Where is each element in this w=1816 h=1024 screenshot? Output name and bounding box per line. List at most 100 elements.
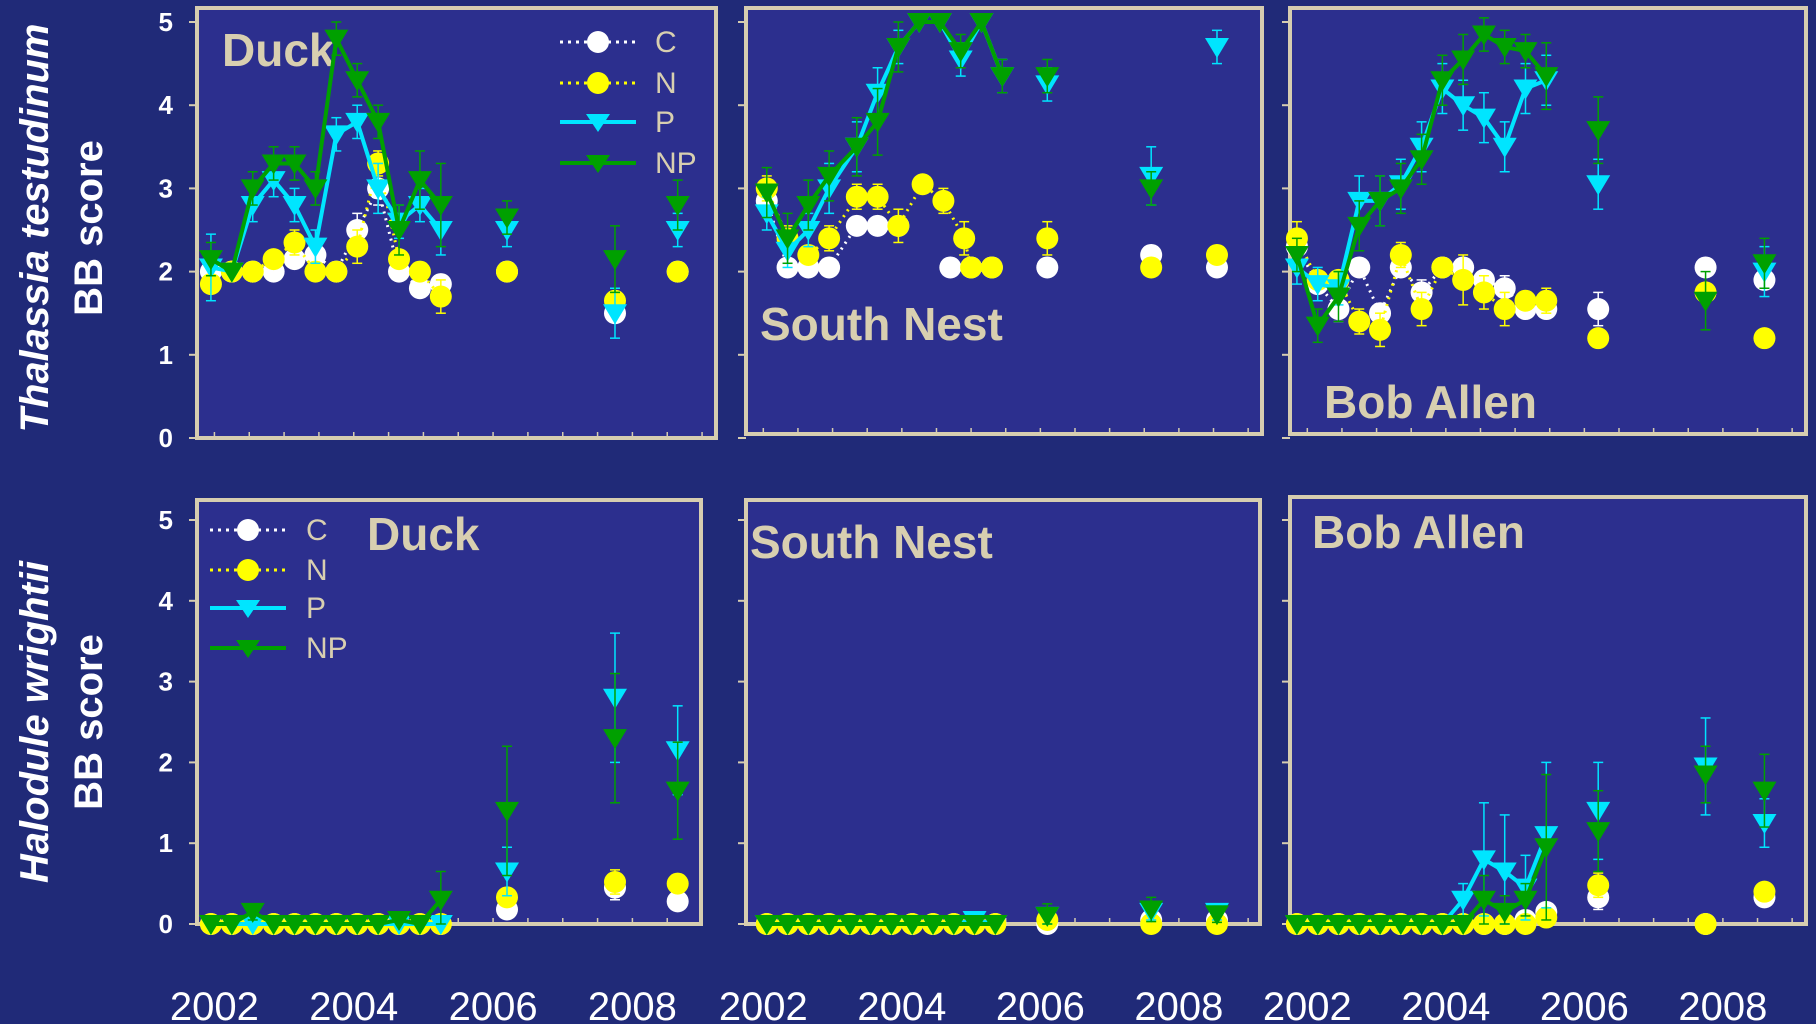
legend-top-n-marker xyxy=(587,72,609,94)
panel-0-1-series-np-point xyxy=(775,229,800,250)
panel-1-2-series-np-point xyxy=(1284,915,1309,935)
panel-0-0-series-p-point xyxy=(665,221,690,241)
panel-1-1-series-np-point xyxy=(858,915,883,935)
panel-0-0-series-p-point xyxy=(602,304,627,325)
panel-1-2-series-np-point xyxy=(1693,765,1718,786)
panel-0-0-series-np-point xyxy=(665,196,690,217)
panel-1-0-series-np-point xyxy=(240,902,265,923)
panel-1-2-series-n-point xyxy=(1514,913,1537,935)
panel-0-0-series-np-point xyxy=(219,262,244,283)
panel-1-2-series-np-point xyxy=(1471,890,1496,911)
panel-1-0-site-label: Duck xyxy=(367,508,480,560)
panel-0-0-series-np-point xyxy=(495,208,520,229)
panel-0-0-series-c-point xyxy=(408,277,431,300)
panel-0-2-series-n-point xyxy=(1410,298,1433,321)
panel-0-0-series-p-point xyxy=(261,171,286,192)
panel-0-0-series-p-point xyxy=(240,196,265,217)
panel-0-0-series-p-point xyxy=(303,237,328,258)
panel-0-0-series-p-point xyxy=(366,179,391,200)
panel-0-2-series-np-point xyxy=(1534,67,1559,88)
panel-0-1: South Nest xyxy=(738,6,1264,439)
panel-1-1-series-np-point xyxy=(1035,906,1060,927)
panel-1-1-series-np-point xyxy=(879,915,904,935)
panel-1-2-series-n-point xyxy=(1753,880,1776,903)
panel-0-0-series-np-point xyxy=(407,171,432,192)
panel-0-1-series-c-point xyxy=(818,256,841,279)
panel-1-0-xtick-label: 2002 xyxy=(170,985,259,1024)
panel-0-0-series-np-point xyxy=(345,71,370,92)
panel-0-0-series-np-point xyxy=(261,154,286,175)
panel-0-0-series-np xyxy=(198,21,690,294)
panel-1-1-xtick-label: 2002 xyxy=(719,985,808,1024)
panel-0-2-series-np-point xyxy=(1284,245,1309,266)
panel-0-1-series-n-point xyxy=(866,185,889,208)
panel-0-2-series-c-point xyxy=(1493,277,1516,300)
panel-1-0-series-np-point xyxy=(602,729,627,750)
panel-0-0-series-n-point xyxy=(496,260,519,283)
panel-0-0: 0 1 2 3 4 5 Duck xyxy=(159,6,718,453)
panel-0-0-series-np-point xyxy=(387,221,412,241)
panel-0-0-series-n-point xyxy=(283,231,306,254)
panel-0-0-ytick-label: 0 xyxy=(159,423,173,453)
panel-1-2-series-np-point xyxy=(1305,915,1330,935)
panel-1-0-xtick-label: 2006 xyxy=(449,985,538,1024)
panel-1-2-series-np xyxy=(1284,745,1777,935)
legend-top-np-marker xyxy=(586,155,610,173)
panel-1-0-xtick-label: 2004 xyxy=(309,985,398,1024)
panel-0-0-series-n-point xyxy=(241,260,264,283)
panel-1-2-series-p-point xyxy=(1471,850,1496,871)
panel-1-1-series-np-point xyxy=(817,915,842,935)
panel-1-2-series-np-point xyxy=(1534,838,1559,859)
panel-0-0-series-p-point xyxy=(282,196,307,217)
panel-0-1-series-np xyxy=(754,13,1164,265)
panel-1-2-site-label: Bob Allen xyxy=(1312,506,1525,558)
legend-bottom-np-marker xyxy=(236,640,260,658)
panel-1-2-series-np-point xyxy=(1586,822,1611,843)
panel-1-2-series-np-point xyxy=(1326,915,1351,935)
panel-1-1-series-n-point xyxy=(1140,913,1163,935)
panel-0-2-series-np-point xyxy=(1586,121,1611,142)
panel-1-2-series-np-point xyxy=(1368,915,1393,935)
panel-0-0-ytick-label: 2 xyxy=(159,257,173,287)
panel-1-0-ytick-label: 5 xyxy=(159,505,173,535)
panel-0-1-series-p-point xyxy=(1204,37,1229,58)
panel-0-2-series-n-point xyxy=(1587,327,1610,350)
panel-0-1-series-n-point xyxy=(911,173,934,196)
panel-0-2-series-n-point xyxy=(1753,327,1776,350)
panel-1-2-frame xyxy=(1288,495,1808,926)
panel-0-2-series-np-point xyxy=(1752,254,1777,275)
panel-0-1-series-np-point xyxy=(927,13,952,33)
panel-0-2-series-p-point xyxy=(1586,175,1611,196)
panel-1-1-series-np-point xyxy=(754,915,779,935)
panel-1-2-xtick-label: 2002 xyxy=(1263,985,1352,1024)
legend-bottom-p-label: P xyxy=(306,592,326,625)
panel-1-1-series-np-point xyxy=(983,915,1008,935)
panel-1-2: 2002 2004 2006 2008 Bob Allen xyxy=(1263,495,1808,1024)
panel-0-0-series-c-point xyxy=(283,248,306,271)
panel-1-1: 2002 2004 2006 2008 South Nest xyxy=(719,498,1262,1024)
panel-0-2-series-n-point xyxy=(1472,281,1495,304)
panel-0-1-series-n-point xyxy=(887,214,910,237)
panel-1-0-series-np-point xyxy=(407,915,432,935)
legend-top-p-marker xyxy=(586,114,610,132)
panel-0-0-series-n-point xyxy=(304,260,327,283)
panel-0-0-series-n-point xyxy=(408,260,431,283)
panel-0-1-series-n-point xyxy=(1140,256,1163,279)
panel-0-2-series-p-point xyxy=(1513,79,1538,100)
panel-1-2-series-p-point xyxy=(1492,862,1517,883)
panel-0-2-series-np-point xyxy=(1388,179,1413,200)
row-1-score-label: BB score xyxy=(67,634,111,810)
panel-1-1-series-np-point xyxy=(796,915,821,935)
panel-0-1-series-n-point xyxy=(1205,243,1228,266)
legend-top-c-marker xyxy=(587,31,609,53)
panel-1-0-series-c-point xyxy=(666,890,689,913)
panel-1-2-xtick-label: 2006 xyxy=(1540,985,1629,1024)
legend-bottom-n-marker xyxy=(237,559,259,581)
panel-1-1-series-np xyxy=(754,896,1229,935)
legend-top: C N P NP xyxy=(560,26,697,180)
panel-1-2-series-np-point xyxy=(1347,915,1372,935)
panel-0-1-series-n-point xyxy=(980,256,1003,279)
panel-0-0-series-np-point xyxy=(602,250,627,271)
panel-0-0-site-label: Duck xyxy=(222,24,335,76)
